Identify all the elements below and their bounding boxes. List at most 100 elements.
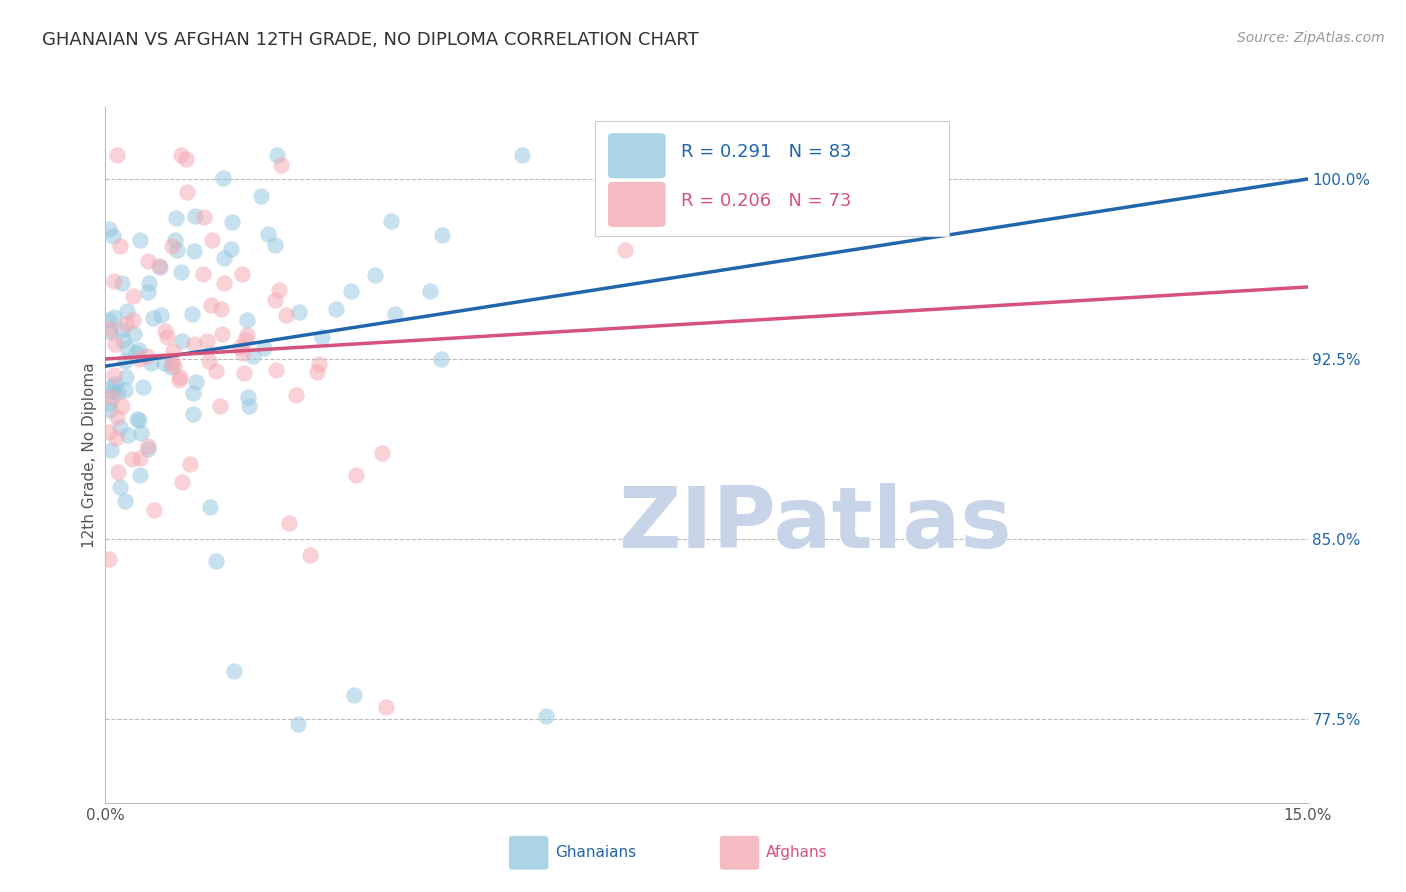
Point [238, 400, 260, 414]
Text: R = 0.291   N = 83: R = 0.291 N = 83 [682, 144, 852, 161]
Text: R = 0.206   N = 73: R = 0.206 N = 73 [682, 192, 852, 210]
Point [160, 239, 183, 253]
Point [278, 516, 301, 530]
Point [339, 284, 361, 298]
Point [614, 243, 637, 257]
Point [129, 450, 152, 465]
Point [129, 467, 152, 482]
Point [101, 390, 124, 404]
Point [111, 323, 134, 337]
Point [128, 413, 150, 427]
Text: ZIPatlas: ZIPatlas [617, 483, 1011, 566]
Point [198, 354, 221, 368]
Point [344, 467, 367, 482]
Point [276, 309, 298, 323]
Point [121, 289, 143, 303]
Point [101, 229, 124, 244]
Point [162, 344, 184, 359]
Point [205, 364, 228, 378]
Point [250, 188, 273, 202]
Point [108, 480, 131, 494]
Point [212, 276, 235, 290]
Point [201, 234, 224, 248]
Point [138, 254, 160, 268]
Point [184, 209, 207, 223]
Point [380, 213, 402, 227]
Point [104, 432, 127, 446]
Point [121, 312, 143, 326]
Point [148, 259, 170, 273]
Point [205, 554, 228, 568]
Point [170, 475, 193, 489]
Text: Afghans: Afghans [766, 846, 828, 860]
Point [150, 308, 173, 322]
FancyBboxPatch shape [595, 121, 949, 235]
Point [308, 357, 330, 371]
Point [136, 442, 159, 456]
Point [267, 283, 290, 297]
Point [534, 709, 557, 723]
Point [264, 238, 287, 252]
Point [212, 251, 235, 265]
Point [98, 325, 121, 339]
Point [114, 353, 136, 368]
Point [219, 242, 242, 256]
Point [193, 211, 215, 225]
Point [155, 324, 177, 338]
Point [121, 451, 143, 466]
Text: Source: ZipAtlas.com: Source: ZipAtlas.com [1237, 31, 1385, 45]
Point [181, 386, 204, 401]
Point [231, 267, 253, 281]
Point [266, 148, 288, 162]
Point [128, 343, 150, 357]
Point [115, 304, 138, 318]
Point [136, 285, 159, 299]
Point [236, 312, 259, 326]
Point [236, 328, 259, 343]
Point [179, 457, 201, 471]
Point [233, 366, 256, 380]
Point [104, 376, 127, 391]
Point [98, 402, 121, 417]
Point [298, 548, 321, 562]
Point [117, 427, 139, 442]
Text: GHANAIAN VS AFGHAN 12TH GRADE, NO DIPLOMA CORRELATION CHART: GHANAIAN VS AFGHAN 12TH GRADE, NO DIPLOM… [42, 31, 699, 49]
Point [108, 239, 131, 253]
Point [136, 439, 159, 453]
Point [181, 407, 204, 421]
Y-axis label: 12th Grade, No Diploma: 12th Grade, No Diploma [82, 362, 97, 548]
Point [212, 171, 235, 186]
Point [374, 699, 396, 714]
Point [183, 244, 205, 258]
FancyBboxPatch shape [607, 133, 665, 178]
Point [307, 365, 329, 379]
Point [162, 355, 184, 369]
Point [107, 384, 129, 399]
Point [131, 425, 153, 440]
Point [343, 688, 366, 702]
Point [105, 148, 128, 162]
Point [115, 341, 138, 355]
Point [163, 233, 186, 247]
Point [98, 322, 121, 336]
Point [180, 307, 202, 321]
Point [285, 388, 308, 402]
Point [142, 503, 165, 517]
Point [229, 340, 252, 354]
Point [98, 396, 121, 410]
Point [103, 368, 125, 383]
Point [186, 375, 208, 389]
Point [105, 410, 128, 425]
Point [287, 716, 309, 731]
Point [112, 334, 135, 348]
Point [264, 363, 287, 377]
Point [101, 379, 124, 393]
Point [139, 357, 162, 371]
Point [98, 222, 121, 236]
Point [242, 349, 264, 363]
Point [222, 664, 245, 678]
Point [166, 243, 188, 257]
Point [149, 260, 172, 274]
Point [111, 399, 134, 413]
Point [432, 228, 454, 243]
